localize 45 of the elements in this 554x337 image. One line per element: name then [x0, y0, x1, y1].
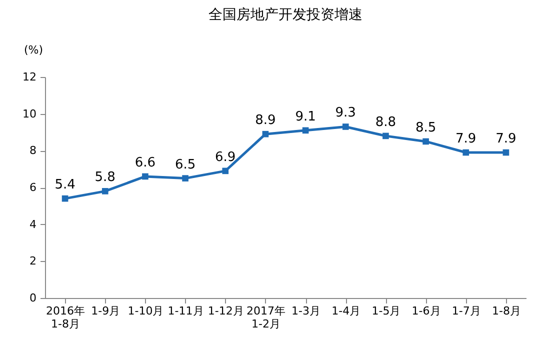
y-tick-label: 12 — [22, 70, 36, 84]
x-tick-label: 2016年 1-8月 — [46, 304, 86, 330]
point — [462, 149, 470, 156]
chart-title: 全国房地产开发投资增速 — [208, 7, 362, 23]
y-tick-label: 10 — [22, 107, 36, 120]
data-label: 8.5 — [415, 120, 436, 136]
x-tick-label: 1-9月 — [91, 304, 120, 318]
data-label: 6.5 — [174, 157, 196, 172]
data-label: 5.4 — [54, 178, 76, 193]
point — [262, 130, 269, 138]
data-label: 7.9 — [456, 132, 476, 147]
data-label: 6.9 — [215, 150, 236, 165]
point — [342, 124, 349, 130]
x-tick-label: 1-10月 — [128, 304, 164, 318]
data-label: 9.3 — [335, 106, 356, 121]
x-tick-label: 1-5月 — [372, 304, 401, 318]
x-tick-label: 1-11月 — [168, 304, 204, 318]
x-tick-label: 1-3月 — [292, 304, 321, 318]
data-label: 5.8 — [94, 170, 116, 186]
point — [302, 127, 309, 134]
data-label: 8.9 — [255, 113, 276, 128]
y-tick-label: 6 — [30, 181, 36, 194]
point — [182, 175, 188, 182]
x-tick-label: 2017年 1-2月 — [246, 304, 286, 330]
y-tick-label: 2 — [30, 254, 36, 268]
x-tick-label: 1-6月 — [412, 304, 441, 318]
point — [102, 188, 108, 194]
data-label: 7.9 — [496, 132, 516, 147]
point — [142, 173, 148, 180]
data-label: 6.6 — [134, 155, 156, 170]
data-label: 9.1 — [295, 109, 316, 124]
point — [502, 149, 510, 156]
y-tick-label: 8 — [30, 144, 36, 158]
x-tick-label: 1-4月 — [332, 304, 361, 318]
x-tick-label: 1-8月 — [492, 304, 521, 318]
x-tick-label: 1-7月 — [452, 304, 481, 318]
y-tick-label: 0 — [30, 292, 36, 304]
point — [222, 168, 229, 174]
x-tick-label: 1-12月 — [208, 304, 244, 318]
y-axis-title: (%) — [24, 44, 44, 56]
point — [422, 138, 429, 145]
point — [382, 132, 389, 140]
data-label: 8.8 — [375, 114, 396, 130]
y-tick-label: 4 — [30, 218, 36, 231]
point — [62, 195, 68, 202]
